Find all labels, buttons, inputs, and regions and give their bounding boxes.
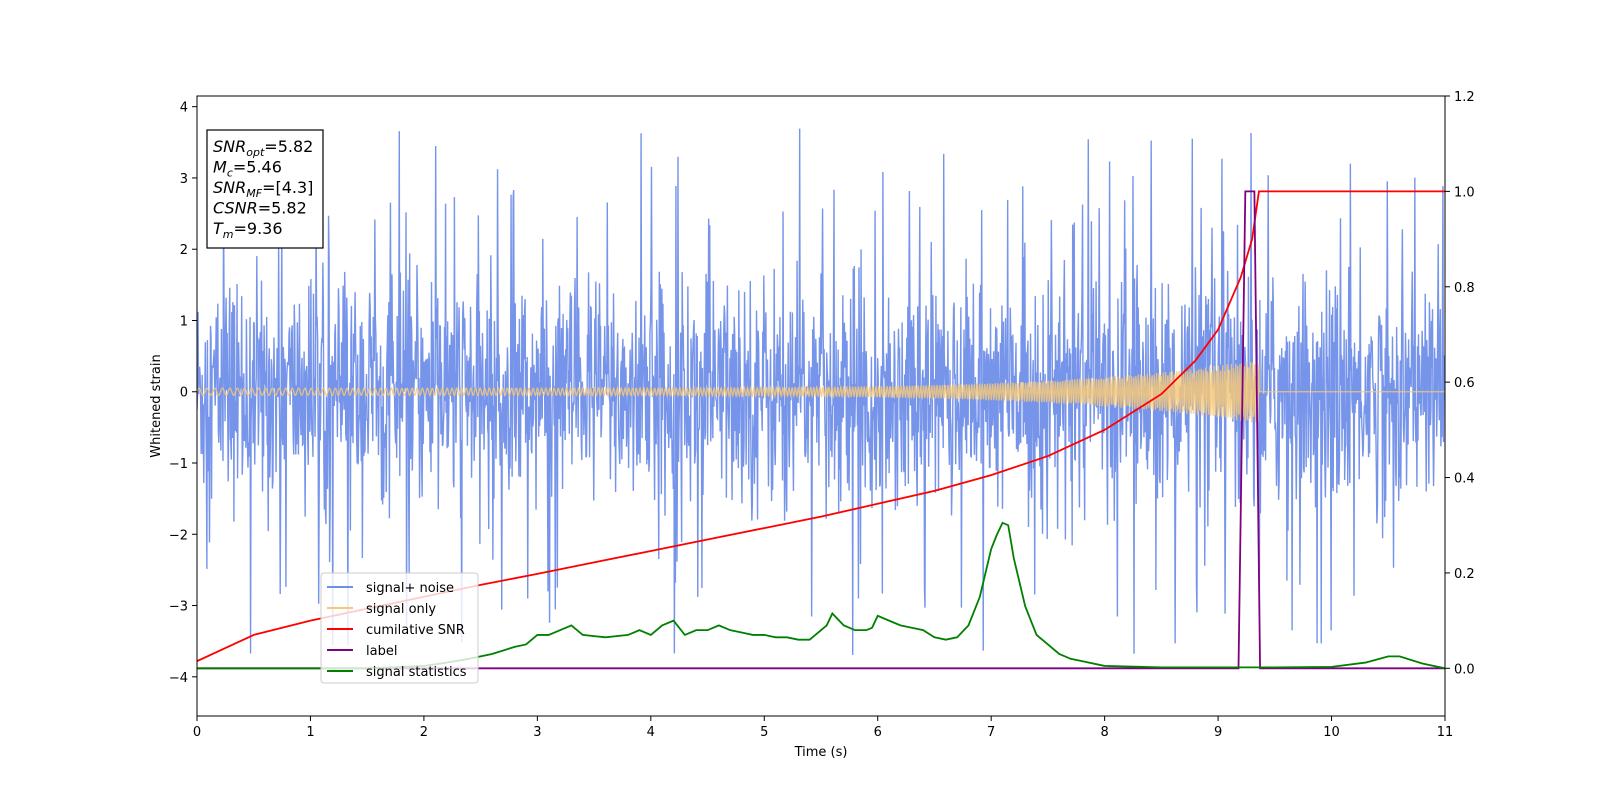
series-signal-only bbox=[197, 360, 1445, 423]
legend-label-label: label bbox=[366, 644, 397, 659]
y-left-tick-label: −3 bbox=[169, 600, 188, 615]
x-tick-label: 8 bbox=[1100, 725, 1108, 740]
y-axis-left: −4 −3 −2 −1 0 1 2 3 4 bbox=[169, 101, 197, 686]
y-left-tick-label: 3 bbox=[180, 172, 188, 187]
y-right-tick-label: 0.6 bbox=[1454, 376, 1475, 391]
x-tick-label: 7 bbox=[987, 725, 995, 740]
y-left-tick-label: 1 bbox=[180, 314, 188, 329]
legend: signal+ noise signal only cumilative SNR la… bbox=[320, 572, 479, 684]
x-tick-label: 1 bbox=[306, 725, 314, 740]
annotation-snr_mf: SNRMF=[4.3] bbox=[213, 178, 313, 200]
x-tick-label: 3 bbox=[533, 725, 541, 740]
series-signal-statistics bbox=[197, 521, 1445, 670]
y-left-tick-label: −2 bbox=[169, 528, 188, 543]
legend-label-cumilative-snr: cumilative SNR bbox=[366, 623, 465, 638]
legend-label-signal-noise: signal+ noise bbox=[366, 581, 454, 596]
y-right-tick-label: 1.0 bbox=[1454, 185, 1475, 200]
legend-frame bbox=[320, 572, 479, 684]
y-right-tick-label: 0.2 bbox=[1454, 567, 1475, 582]
annotation-frame bbox=[206, 129, 324, 249]
legend-label-signal-statistics: signal statistics bbox=[366, 665, 467, 680]
x-axis-label: Time (s) bbox=[794, 745, 848, 760]
y-axis-label: Whitened strain bbox=[149, 354, 164, 457]
y-left-tick-label: −1 bbox=[169, 457, 188, 472]
annotation-csnr: CSNR=5.82 bbox=[213, 199, 307, 218]
x-tick-label: 10 bbox=[1323, 725, 1340, 740]
annotation-mc: Mc=5.46 bbox=[213, 158, 282, 180]
x-tick-label: 5 bbox=[760, 725, 768, 740]
x-tick-label: 0 bbox=[193, 725, 201, 740]
y-left-tick-label: 0 bbox=[180, 386, 188, 401]
y-right-tick-label: 0.0 bbox=[1454, 662, 1475, 677]
legend-label-signal-only: signal only bbox=[366, 602, 436, 617]
x-axis: 0 1 2 3 4 5 6 7 8 9 10 11 bbox=[193, 716, 1453, 740]
x-tick-label: 2 bbox=[420, 725, 428, 740]
y-left-tick-label: −4 bbox=[169, 671, 188, 686]
x-tick-label: 9 bbox=[1214, 725, 1222, 740]
plot-frame bbox=[196, 95, 1446, 717]
x-tick-label: 6 bbox=[874, 725, 882, 740]
annotation-box: SNRopt=5.82Mc=5.46SNRMF=[4.3]CSNR=5.82Tm… bbox=[206, 129, 324, 249]
annotation-snr_opt: SNRopt=5.82 bbox=[213, 137, 313, 159]
y-right-tick-label: 1.2 bbox=[1454, 90, 1475, 105]
y-right-tick-label: 0.4 bbox=[1454, 472, 1475, 487]
y-left-tick-label: 2 bbox=[180, 243, 188, 258]
x-tick-label: 11 bbox=[1437, 725, 1454, 740]
y-axis-right: 0.0 0.2 0.4 0.6 0.8 1.0 1.2 bbox=[1445, 90, 1475, 677]
y-right-tick-label: 0.8 bbox=[1454, 281, 1475, 296]
annotation-tm: Tm=9.36 bbox=[213, 219, 283, 241]
x-tick-label: 4 bbox=[647, 725, 655, 740]
y-left-tick-label: 4 bbox=[180, 101, 188, 116]
series-label bbox=[197, 190, 1445, 670]
